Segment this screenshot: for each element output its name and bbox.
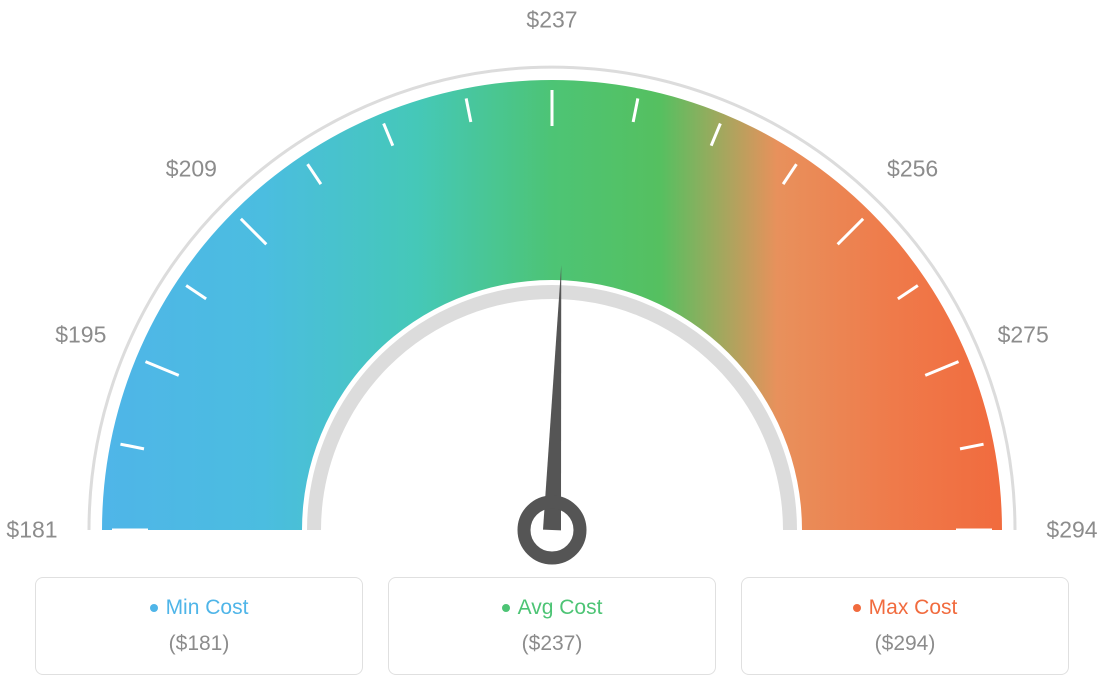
legend-title-text: Avg Cost bbox=[518, 596, 603, 619]
gauge-chart: $181 $195 $209 $237 $256 $275 $294 bbox=[0, 0, 1104, 570]
legend-card: Max Cost ($294) bbox=[741, 577, 1069, 675]
legend-title: Max Cost bbox=[742, 596, 1068, 620]
legend-value: ($237) bbox=[389, 632, 715, 656]
legend-card: Avg Cost ($237) bbox=[388, 577, 716, 675]
legend-dot-icon bbox=[150, 604, 158, 612]
gauge-tick-label: $237 bbox=[526, 7, 577, 34]
legend-card: Min Cost ($181) bbox=[35, 577, 363, 675]
gauge-svg bbox=[0, 0, 1104, 570]
gauge-needle bbox=[543, 265, 561, 530]
legend-title-text: Max Cost bbox=[869, 596, 958, 619]
legend-value: ($294) bbox=[742, 632, 1068, 656]
legend-dot-icon bbox=[853, 604, 861, 612]
gauge-tick-label: $256 bbox=[887, 156, 938, 183]
gauge-tick-label: $209 bbox=[166, 156, 217, 183]
gauge-tick-label: $181 bbox=[6, 517, 57, 544]
gauge-tick-label: $275 bbox=[998, 321, 1049, 348]
gauge-tick-label: $294 bbox=[1046, 517, 1097, 544]
legend-value: ($181) bbox=[36, 632, 362, 656]
legend-title: Min Cost bbox=[36, 596, 362, 620]
legend-dot-icon bbox=[502, 604, 510, 612]
legend-title-text: Min Cost bbox=[166, 596, 249, 619]
gauge-tick-label: $195 bbox=[55, 321, 106, 348]
legend-row: Min Cost ($181) Avg Cost ($237) Max Cost ($29… bbox=[35, 577, 1069, 675]
legend-title: Avg Cost bbox=[389, 596, 715, 620]
